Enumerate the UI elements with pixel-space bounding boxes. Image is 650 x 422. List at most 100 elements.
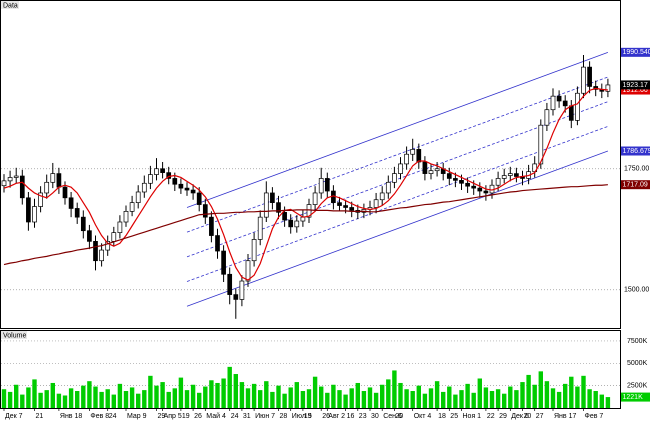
channel-line [186,51,609,208]
volume-bar [7,391,13,408]
volume-bar [221,378,226,408]
volume-bar [68,388,74,408]
volume-bar [258,390,263,408]
x-tick-label: 20 [395,413,403,420]
ma-line [3,184,608,266]
volume-bar [386,379,391,408]
x-tick-label: Фев 7 [585,413,604,420]
candle-body [38,192,43,207]
volume-bar [129,387,135,408]
volume-bar [184,390,190,408]
x-tick-label: 28 [280,413,288,420]
candle-body [93,241,98,262]
volume-bar [154,385,159,408]
volume-bar [502,393,507,408]
candle-body [373,199,379,208]
volume-bar [483,387,489,408]
volume-bar [581,375,586,408]
volume-bar [178,377,184,408]
candle-body [465,182,470,187]
x-tick-label: Фев 8 [90,413,109,420]
candle-body [87,230,92,242]
volume-bar [288,387,293,408]
panel-title: Data [3,2,18,9]
candle-body [514,173,519,177]
candle-body [263,192,269,218]
candle-body [202,204,208,218]
x-tick-label: Мар 9 [127,413,147,420]
volume-bar [355,382,360,408]
last-value-label: 1221K [623,394,644,401]
volume-bar [172,388,177,408]
x-tick-label: Май 4 [206,412,226,420]
x-tick-label: 22 [487,413,495,420]
volume-bar [239,382,245,408]
volume-bar [282,393,287,408]
candle-body [209,216,214,236]
candle-body [184,187,190,191]
candle-body [62,186,68,199]
candle-body [337,202,342,206]
volume-bar [392,370,397,408]
candle-body [587,66,592,87]
candle-body [294,220,300,228]
volume-bar [422,393,428,408]
candle-body [324,178,330,192]
candle-body [123,211,129,223]
volume-title: Volume [3,332,26,339]
volume-bar [56,393,62,408]
volume-bar [471,392,476,408]
candle-body [379,192,385,201]
last-value-label: 1912.66 [623,87,648,94]
volume-bar [605,397,611,408]
x-tick-label: 21 [36,413,44,420]
last-value-label: 1786.6794 [623,148,650,155]
ma-line [3,87,608,281]
candle-body [141,182,147,193]
volume-bar [343,394,348,408]
volume-bar [264,381,269,408]
volume-bar [44,390,49,408]
candle-body [453,178,458,181]
candle-body [428,170,434,174]
volume-bar [227,366,232,408]
volume-tick-label: 2500K [627,382,648,389]
volume-bar [441,391,446,408]
candle-body [422,161,428,174]
candle-body [312,192,318,205]
volume-bar [20,394,25,408]
candle-body [385,181,391,194]
volume-bar [593,391,598,408]
candle-body [80,216,86,232]
candle-body [544,109,550,126]
x-tick-label: Окт 4 [414,413,432,420]
volume-bar [75,391,80,408]
volume-tick-label: 5000K [627,360,648,367]
volume-bar [38,392,43,408]
volume-bar [245,388,251,408]
volume-bar [117,383,123,408]
candle-body [160,168,165,173]
volume-bar [526,374,531,408]
volume-bar [111,394,116,408]
x-tick-label: 25 [450,413,458,420]
volume-bar [99,391,104,408]
x-tick-label: Июн 7 [255,413,275,420]
candle-body [318,178,324,194]
volume-bar [123,391,129,408]
last-value-box [621,85,650,95]
x-tick-label: Янв 17 [554,413,576,420]
volume-bar [550,388,556,408]
candle-body [221,250,226,275]
volume-bar [1,389,7,408]
candle-body [172,178,178,185]
candle-body [483,190,489,194]
x-tick-label: 31 [243,413,251,420]
candle-body [257,216,263,240]
x-tick-label: 19 [182,413,190,420]
candle-body [32,206,37,223]
x-tick-label: 19 [304,413,312,420]
candle-body [392,173,397,183]
last-value-box [621,180,650,190]
